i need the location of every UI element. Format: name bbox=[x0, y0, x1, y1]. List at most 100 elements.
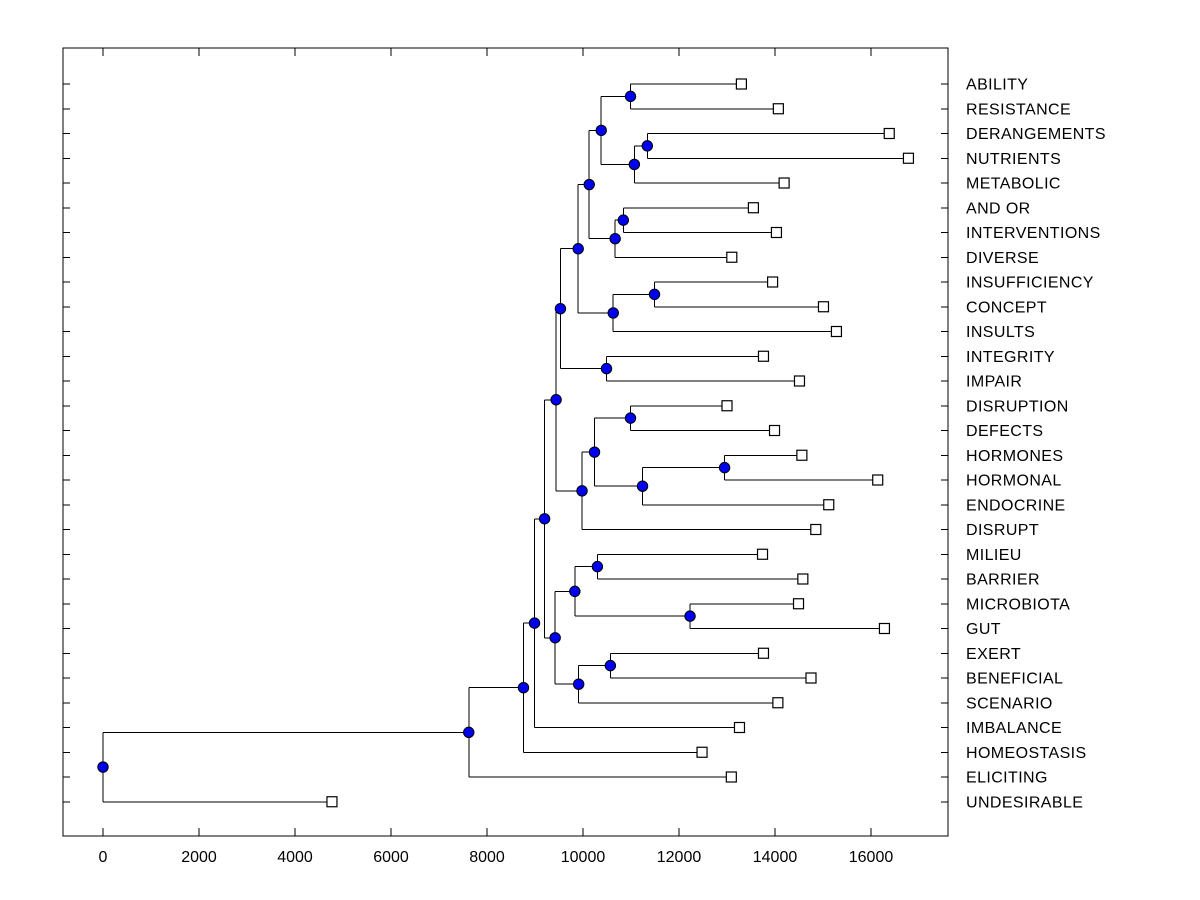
leaf-marker bbox=[726, 251, 738, 263]
internal-node-marker bbox=[600, 362, 613, 375]
leaf-marker bbox=[772, 103, 784, 115]
leaf-marker bbox=[796, 449, 808, 461]
leaf-label: DISRUPTION bbox=[966, 398, 1069, 415]
leaf-marker bbox=[721, 400, 733, 412]
leaf-label: RESISTANCE bbox=[966, 101, 1071, 118]
x-tick-label: 8000 bbox=[469, 849, 505, 866]
leaf-label: BENEFICIAL bbox=[966, 671, 1063, 688]
internal-node-marker bbox=[528, 617, 541, 629]
leaf-label: AND OR bbox=[966, 200, 1031, 217]
leaf-marker bbox=[792, 598, 805, 610]
leaf-marker bbox=[725, 771, 737, 783]
leaf-marker bbox=[778, 177, 790, 189]
internal-node-marker bbox=[572, 678, 585, 690]
leaf-label: MILIEU bbox=[966, 547, 1022, 564]
leaf-label: INTERVENTIONS bbox=[966, 225, 1101, 242]
leaf-label: INTEGRITY bbox=[966, 349, 1055, 366]
leaf-marker bbox=[883, 127, 895, 140]
internal-node-marker bbox=[628, 158, 641, 171]
leaf-marker bbox=[810, 523, 822, 536]
leaf-marker bbox=[733, 721, 746, 734]
internal-node-marker bbox=[684, 610, 696, 622]
x-tick-label: 14000 bbox=[753, 849, 798, 866]
leaf-marker bbox=[902, 152, 915, 164]
x-tick-label: 0 bbox=[99, 849, 108, 866]
leaf-label: EXERT bbox=[966, 646, 1021, 663]
x-tick-label: 6000 bbox=[373, 849, 409, 866]
leaf-label: ELICITING bbox=[966, 770, 1048, 787]
leaf-label: HORMONES bbox=[966, 448, 1063, 465]
leaf-label: IMBALANCE bbox=[966, 720, 1062, 737]
leaf-marker bbox=[823, 499, 835, 511]
leaf-label: INSULTS bbox=[966, 324, 1035, 341]
leaf-label: CONCEPT bbox=[966, 299, 1047, 316]
internal-node-marker bbox=[97, 761, 109, 773]
plot-border bbox=[62, 47, 949, 837]
leaf-label: HOMEOSTASIS bbox=[966, 745, 1087, 762]
internal-node-marker bbox=[624, 90, 637, 103]
leaf-marker bbox=[830, 325, 843, 338]
internal-node-marker bbox=[624, 412, 637, 424]
leaf-label: MICROBIOTA bbox=[966, 596, 1070, 613]
internal-node-marker bbox=[648, 288, 661, 301]
leaf-marker bbox=[797, 573, 809, 585]
internal-node-marker bbox=[463, 726, 475, 739]
leaf-label: HORMONAL bbox=[966, 473, 1062, 490]
internal-node-marker bbox=[617, 214, 630, 226]
internal-node-marker bbox=[569, 585, 581, 598]
internal-node-marker bbox=[550, 394, 562, 406]
internal-node-marker bbox=[604, 659, 617, 672]
leaf-marker bbox=[772, 697, 784, 709]
leaf-label: ENDOCRINE bbox=[966, 497, 1066, 514]
internal-node-marker bbox=[588, 446, 601, 458]
leaf-marker bbox=[793, 375, 806, 387]
leaf-marker bbox=[805, 672, 817, 684]
internal-node-marker bbox=[607, 307, 619, 319]
leaf-marker bbox=[817, 301, 830, 313]
leaf-label: DEFECTS bbox=[966, 423, 1043, 440]
leaf-marker bbox=[872, 474, 884, 486]
leaf-label: BARRIER bbox=[966, 572, 1040, 589]
leaf-label: DIVERSE bbox=[966, 250, 1039, 267]
leaf-marker bbox=[696, 746, 708, 758]
leaf-marker bbox=[756, 548, 769, 560]
internal-node-marker bbox=[609, 232, 621, 245]
leaf-label: INSUFFICIENCY bbox=[966, 275, 1094, 292]
x-tick-label: 2000 bbox=[181, 849, 217, 866]
internal-node-marker bbox=[549, 632, 561, 644]
leaf-label: UNDESIRABLE bbox=[966, 794, 1083, 811]
internal-node-marker bbox=[576, 485, 588, 497]
leaf-label: IMPAIR bbox=[966, 374, 1022, 391]
leaf-marker bbox=[326, 796, 338, 808]
internal-node-marker bbox=[554, 302, 567, 315]
internal-node-marker bbox=[636, 480, 649, 492]
internal-node-marker bbox=[718, 461, 731, 474]
leaf-marker bbox=[768, 424, 781, 437]
leaf-label: GUT bbox=[966, 621, 1001, 638]
internal-node-marker bbox=[583, 178, 595, 191]
leaf-marker bbox=[757, 647, 770, 659]
leaf-label: DISRUPT bbox=[966, 522, 1039, 539]
leaf-marker bbox=[747, 202, 760, 214]
internal-node-marker bbox=[538, 513, 551, 525]
leaf-label: DERANGEMENTS bbox=[966, 126, 1106, 143]
leaf-marker bbox=[735, 78, 748, 90]
leaf-marker bbox=[766, 276, 779, 288]
internal-node-marker bbox=[572, 243, 584, 255]
leaf-label: SCENARIO bbox=[966, 695, 1053, 712]
leaf-label: ABILITY bbox=[966, 77, 1028, 94]
x-tick-label: 16000 bbox=[849, 849, 894, 866]
x-tick-label: 12000 bbox=[657, 849, 702, 866]
internal-node-marker bbox=[517, 681, 530, 694]
x-tick-label: 10000 bbox=[561, 849, 606, 866]
leaf-marker bbox=[757, 350, 770, 362]
leaf-label: METABOLIC bbox=[966, 176, 1061, 193]
internal-node-marker bbox=[591, 560, 604, 573]
internal-node-marker bbox=[595, 124, 607, 137]
leaf-marker bbox=[770, 226, 783, 239]
leaf-marker bbox=[878, 622, 891, 635]
leaf-label: NUTRIENTS bbox=[966, 151, 1061, 168]
internal-node-marker bbox=[641, 140, 654, 152]
